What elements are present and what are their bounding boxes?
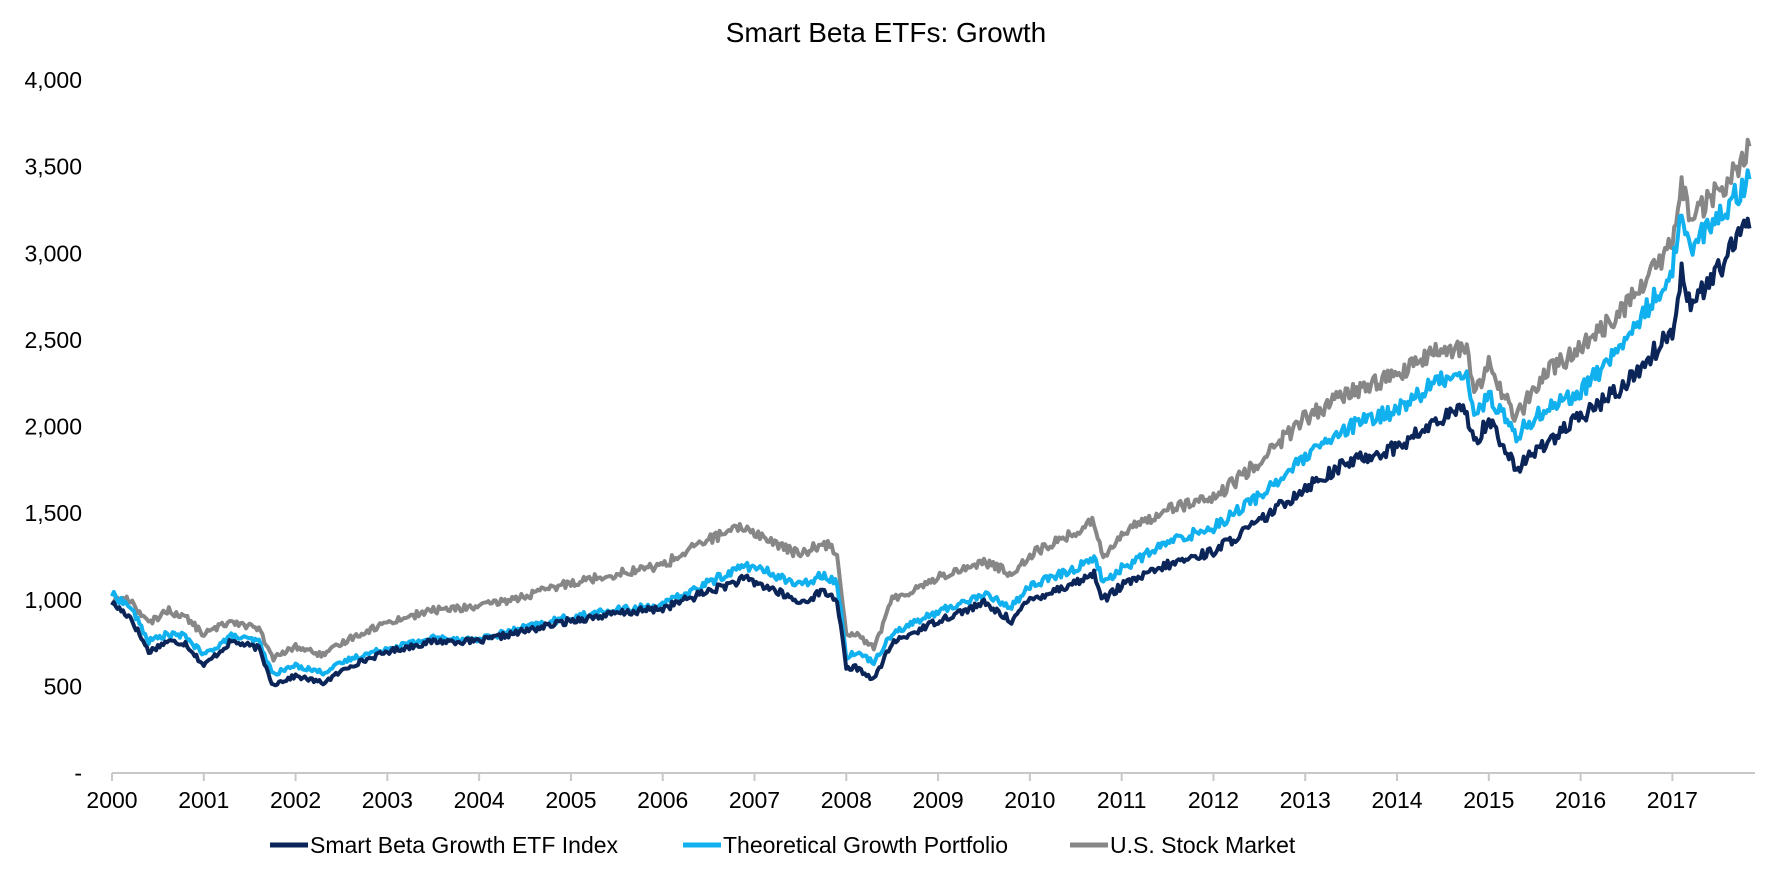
x-tick-label: 2011 — [1097, 787, 1146, 813]
y-tick-label: 3,500 — [24, 154, 82, 180]
legend-label: Theoretical Growth Portfolio — [723, 832, 1008, 858]
y-tick-label: - — [74, 760, 82, 786]
y-tick-label: 1,000 — [24, 587, 82, 613]
x-tick-label: 2003 — [362, 787, 413, 813]
x-tick-label: 2009 — [913, 787, 964, 813]
x-tick-label: 2012 — [1188, 787, 1239, 813]
x-axis: 2000 2001 2002 2003 2004 2005 2006 2007 2008 2009… — [86, 772, 1755, 813]
y-tick-label: 3,000 — [24, 240, 82, 266]
legend-label: U.S. Stock Market — [1110, 832, 1296, 858]
series-line-2 — [110, 137, 1752, 663]
legend: Smart Beta Growth ETF Index Theoretical G… — [270, 832, 1296, 858]
series-line-1 — [110, 168, 1752, 677]
y-tick-label: 2,000 — [24, 414, 82, 440]
series-layer — [110, 137, 1752, 688]
legend-item: U.S. Stock Market — [1070, 832, 1296, 858]
x-tick-label: 2008 — [821, 787, 872, 813]
legend-item: Theoretical Growth Portfolio — [683, 832, 1008, 858]
y-tick-label: 2,500 — [24, 327, 82, 353]
x-tick-label: 2017 — [1647, 787, 1698, 813]
x-tick-label: 2005 — [545, 787, 596, 813]
legend-item: Smart Beta Growth ETF Index — [270, 832, 619, 858]
y-tick-label: 500 — [44, 673, 82, 699]
y-tick-label: 4,000 — [24, 67, 82, 93]
x-tick-label: 2002 — [270, 787, 321, 813]
x-tick-label: 2006 — [637, 787, 688, 813]
x-tick-label: 2007 — [729, 787, 780, 813]
x-tick-label: 2014 — [1371, 787, 1422, 813]
x-tick-label: 2000 — [86, 787, 137, 813]
chart-title: Smart Beta ETFs: Growth — [726, 17, 1047, 48]
legend-label: Smart Beta Growth ETF Index — [310, 832, 619, 858]
x-tick-label: 2015 — [1463, 787, 1514, 813]
series-line-0 — [110, 216, 1752, 688]
x-tick-label: 2013 — [1280, 787, 1331, 813]
x-tick-label: 2001 — [178, 787, 229, 813]
y-tick-label: 1,500 — [24, 500, 82, 526]
x-tick-label: 2004 — [454, 787, 505, 813]
x-tick-label: 2010 — [1004, 787, 1055, 813]
y-axis: - 500 1,000 1,500 2,000 2,500 3,000 3,500 4,000 — [24, 67, 82, 786]
x-tick-label: 2016 — [1555, 787, 1606, 813]
